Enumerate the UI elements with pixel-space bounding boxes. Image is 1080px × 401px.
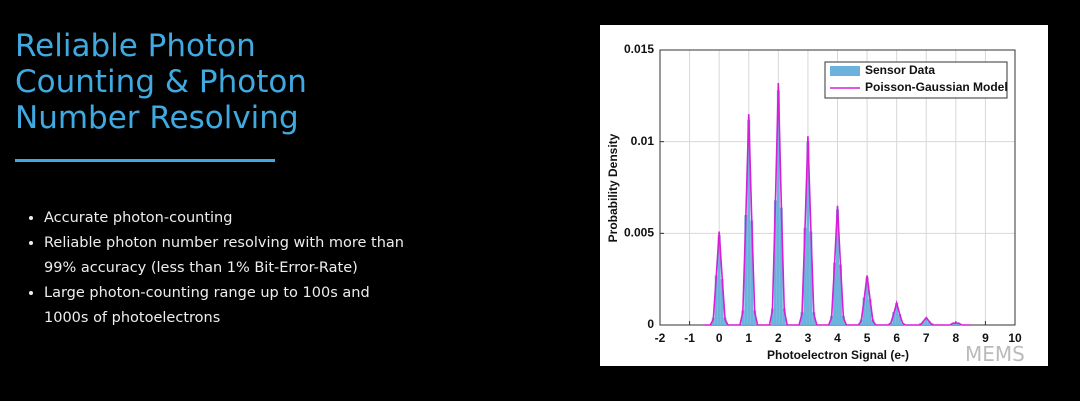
- histogram-bar: [744, 215, 748, 325]
- histogram-bar: [779, 207, 783, 325]
- histogram-bar: [838, 264, 842, 325]
- histogram-bar: [776, 90, 780, 325]
- histogram-bar: [898, 314, 902, 325]
- histogram-bar: [927, 321, 931, 325]
- x-tick-label: 1: [745, 331, 752, 345]
- x-tick-label: 0: [716, 331, 723, 345]
- x-tick-label: -1: [684, 331, 695, 345]
- bullet: Reliable photon number resolving with mo…: [44, 231, 414, 281]
- legend-swatch: [830, 66, 860, 76]
- x-tick-label: 10: [1008, 331, 1022, 345]
- title-underline: [15, 159, 275, 162]
- histogram-bar: [954, 323, 958, 325]
- histogram-bar: [800, 312, 804, 325]
- x-tick-label: 6: [893, 331, 900, 345]
- x-axis-label: Photoelectron Signal (e-): [767, 348, 909, 362]
- y-tick-label: 0.005: [624, 226, 654, 240]
- legend-label: Sensor Data: [865, 63, 935, 77]
- histogram-bar: [809, 231, 813, 325]
- title-line: Number Resolving: [15, 100, 299, 136]
- histogram-bar: [750, 220, 754, 325]
- histogram-bar: [862, 297, 866, 325]
- histogram-bar: [770, 308, 774, 325]
- histogram-bar: [720, 279, 724, 325]
- x-tick-label: 8: [952, 331, 959, 345]
- bullet-list: Accurate photon-counting Reliable photon…: [26, 206, 414, 331]
- histogram-bar: [803, 227, 807, 325]
- histogram-bar: [711, 317, 715, 325]
- histogram-bar: [892, 312, 896, 325]
- histogram-bar: [747, 119, 751, 326]
- histogram-bar: [921, 321, 925, 325]
- histogram-bar: [841, 315, 845, 325]
- histogram-bar: [782, 308, 786, 325]
- histogram-bar: [924, 317, 928, 325]
- histogram-bar: [895, 303, 899, 325]
- model-line: [704, 82, 971, 326]
- histogram-bar: [833, 262, 837, 325]
- y-tick-label: 0.015: [624, 42, 654, 56]
- x-tick-label: 5: [864, 331, 871, 345]
- y-axis-label: Probability Density: [606, 133, 620, 242]
- histogram-bar: [865, 277, 869, 325]
- legend-label: Poisson-Gaussian Model: [865, 80, 1008, 94]
- y-tick-label: 0: [647, 317, 654, 331]
- histogram-bar: [714, 275, 718, 325]
- histogram-bar: [773, 200, 777, 325]
- histogram-bar: [812, 312, 816, 325]
- x-tick-label: -2: [655, 331, 666, 345]
- x-tick-label: 7: [923, 331, 930, 345]
- x-tick-label: 2: [775, 331, 782, 345]
- histogram-bar: [806, 141, 810, 325]
- histogram-bar: [753, 310, 757, 325]
- title-line: Counting & Photon: [15, 64, 307, 100]
- histogram-bar: [717, 235, 721, 325]
- bullet: Large photon-counting range up to 100s a…: [44, 281, 414, 331]
- histogram-bar: [836, 209, 839, 325]
- y-tick-label: 0.01: [631, 134, 655, 148]
- histogram-bar: [868, 299, 872, 325]
- title-line: Reliable Photon: [15, 28, 256, 64]
- histogram-bar: [830, 315, 834, 325]
- histogram-bar: [723, 317, 727, 325]
- histogram-bar: [741, 310, 745, 325]
- x-tick-label: 3: [805, 331, 812, 345]
- x-tick-label: 4: [834, 331, 841, 345]
- watermark: MEMS: [965, 342, 1025, 366]
- x-tick-label: 9: [982, 331, 989, 345]
- slide-title: Reliable Photon Counting & Photon Number…: [15, 28, 307, 136]
- bullet: Accurate photon-counting: [44, 206, 414, 231]
